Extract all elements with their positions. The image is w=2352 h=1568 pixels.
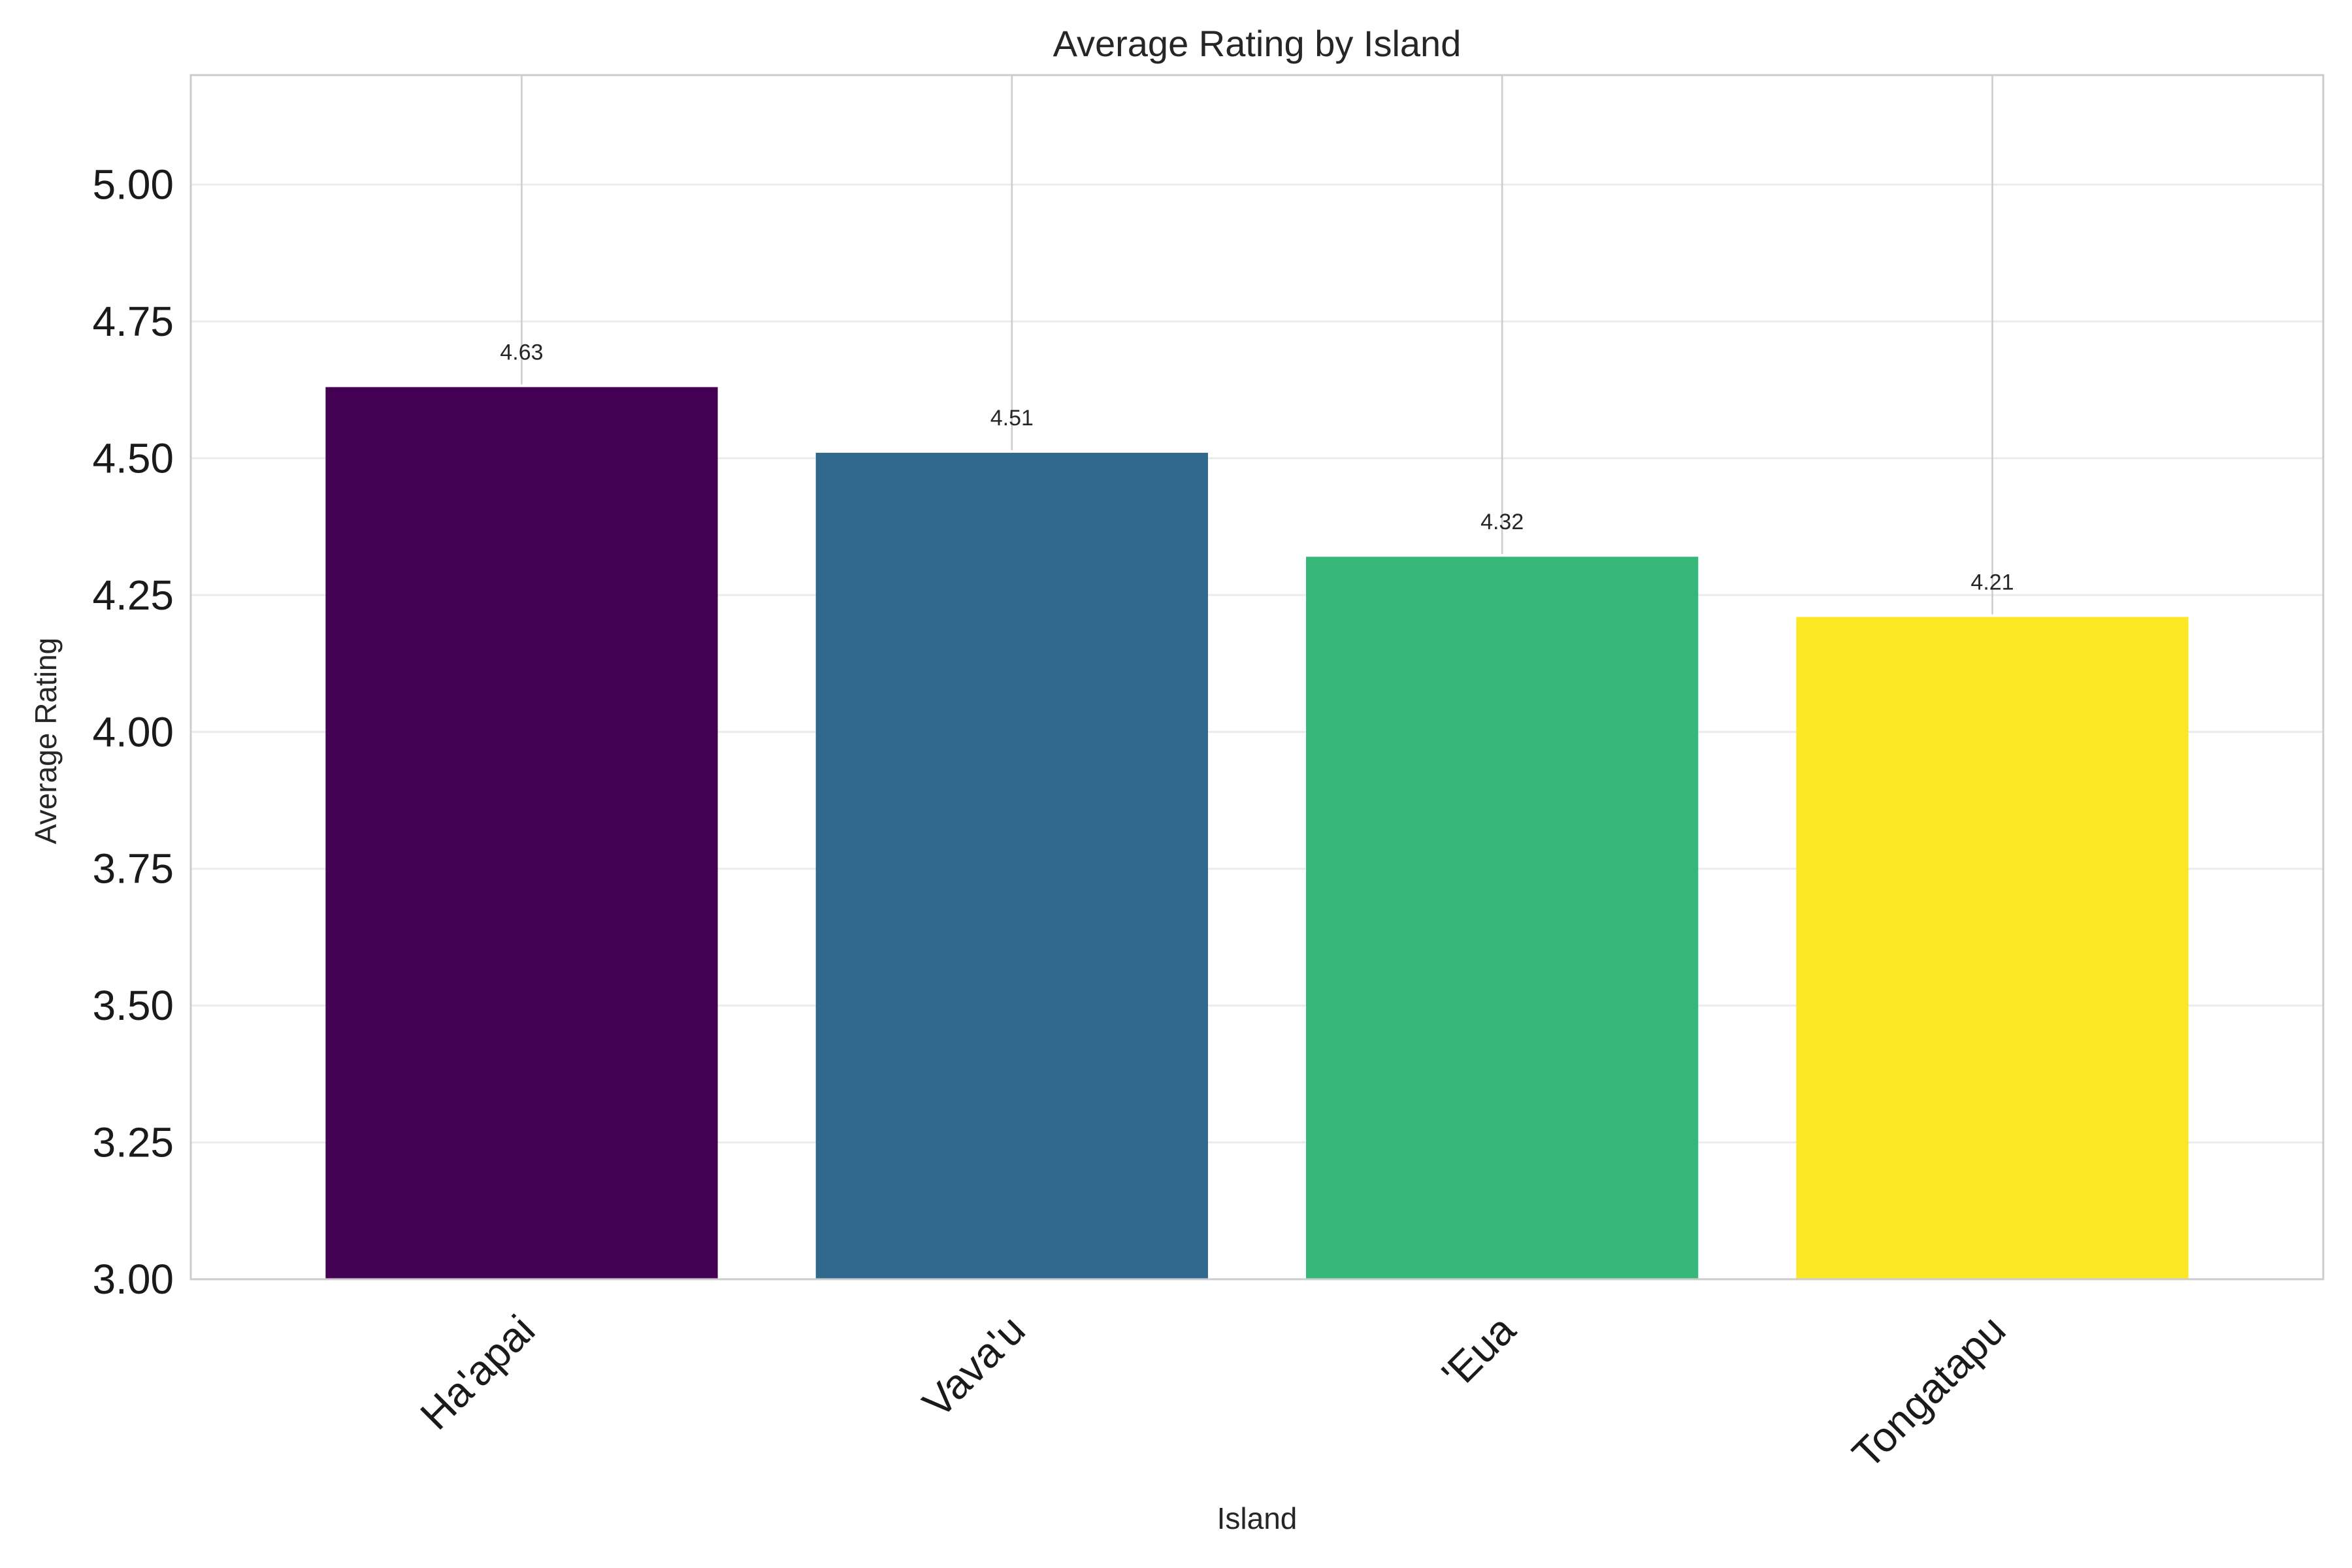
y-axis-label: Average Rating	[29, 638, 63, 844]
y-tick-label: 4.00	[92, 708, 174, 755]
vertical-grid-layer	[521, 75, 1993, 615]
bar	[325, 387, 718, 1279]
y-tick-label: 3.50	[92, 982, 174, 1029]
y-tick-label: 5.00	[92, 161, 174, 208]
bar-value-label: 4.32	[1480, 510, 1524, 534]
value-labels: 4.63 4.51 4.32 4.21	[500, 340, 2014, 595]
bars-layer	[325, 387, 2189, 1280]
bar	[1306, 557, 1699, 1280]
y-tick-label: 3.25	[92, 1119, 174, 1166]
y-tick-label: 4.50	[92, 434, 174, 482]
bar-value-label: 4.63	[500, 340, 543, 365]
y-tick-labels: 3.00 3.25 3.50 3.75 4.00 4.25 4.50 4.75 5.00	[92, 161, 174, 1303]
bar	[815, 453, 1208, 1280]
chart-title: Average Rating by Island	[1053, 23, 1462, 64]
x-axis-label: Island	[1217, 1501, 1298, 1535]
bar	[1796, 617, 2189, 1279]
y-tick-label: 3.00	[92, 1256, 174, 1303]
y-tick-label: 4.75	[92, 298, 174, 345]
bar-value-label: 4.21	[1970, 570, 2014, 595]
y-tick-label: 4.25	[92, 572, 174, 619]
y-tick-label: 3.75	[92, 845, 174, 892]
bar-value-label: 4.51	[990, 406, 1034, 431]
plot-frame	[189, 74, 2325, 1281]
